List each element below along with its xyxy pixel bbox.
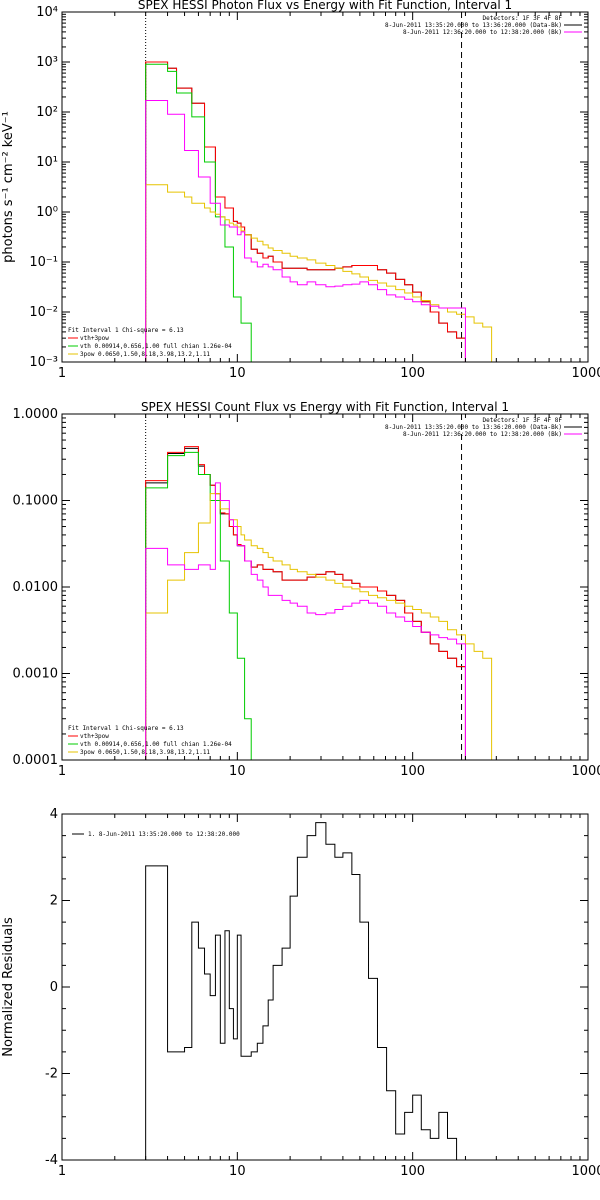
legend-top-text: 8-Jun-2011 12:36:20.000 to 12:38:20.000 … [403, 431, 562, 438]
y-tick-label: 0 [50, 980, 58, 995]
y-tick-label: 0.0001 [13, 753, 59, 768]
series-line-0 [145, 447, 466, 760]
y-tick-label: 10¹ [36, 155, 58, 170]
series-line-0 [145, 61, 466, 362]
y-tick-label: 10⁻¹ [29, 255, 58, 270]
plot-frame [61, 413, 589, 761]
x-tick-label: 1 [58, 1164, 66, 1179]
x-tick-label: 1000 [571, 366, 600, 381]
x-tick-label: 1 [58, 764, 66, 779]
plot-area [145, 822, 466, 1160]
legend-bottom-text: Fit Interval 1 Chi-square = 6.13 [68, 327, 184, 334]
legend-top-text: 8-Jun-2011 13:35:20.000 to 13:36:20.000 … [385, 22, 562, 29]
x-tick-label: 10 [229, 764, 246, 779]
count-flux-panel: SPEX HESSI Count Flux vs Energy with Fit… [13, 400, 600, 779]
y-tick-label: 4 [50, 807, 58, 822]
x-tick-label: 1000 [571, 1164, 600, 1179]
legend-bottom-text: Fit Interval 1 Chi-square = 6.13 [68, 725, 184, 732]
legend-bottom: Fit Interval 1 Chi-square = 6.13vth+3pow… [68, 725, 232, 756]
plot-frame [61, 11, 589, 363]
y-tick-label: 0.0010 [13, 667, 59, 682]
legend-top: 1. 8-Jun-2011 13:35:20.000 to 12:38:20.0… [72, 831, 240, 838]
x-axis: 1 10 100 1000 [58, 12, 600, 381]
legend-top: Detectors: 1F 3F 4F 8F8-Jun-2011 13:35:2… [385, 417, 582, 438]
series-line-4 [145, 99, 466, 362]
y-tick-label: 10⁰ [36, 205, 58, 220]
legend-top-text: Detectors: 1F 3F 4F 8F [483, 417, 563, 424]
y-tick-label: 10³ [36, 55, 58, 70]
x-tick-label: 100 [400, 764, 425, 779]
series-line-2 [145, 63, 252, 362]
y-tick-label: -2 [45, 1067, 58, 1082]
legend-bottom-text: 3pow 0.0650,1.50,8.18,3.98,13.2,1.11 [80, 351, 210, 358]
legend-top: Detectors: 1F 3F 4F 8F8-Jun-2011 13:35:2… [385, 15, 582, 36]
chart-title: SPEX HESSI Photon Flux vs Energy with Fi… [138, 0, 512, 12]
legend-top-text: 8-Jun-2011 12:36:20.000 to 12:38:20.000 … [403, 29, 562, 36]
legend-bottom-text: 3pow 0.0650,1.50,8.18,3.98,13.2,1.11 [80, 749, 210, 756]
series-line-4 [145, 482, 466, 760]
series-line-1 [145, 61, 466, 362]
plot-frame [61, 813, 589, 1161]
legend-top-text: Detectors: 1F 3F 4F 8F [483, 15, 563, 22]
y-tick-label: 2 [50, 894, 58, 909]
legend-top-text: 8-Jun-2011 13:35:20.000 to 13:36:20.000 … [385, 424, 562, 431]
x-tick-label: 100 [400, 366, 425, 381]
photon-flux-panel: SPEX HESSI Photon Flux vs Energy with Fi… [1, 0, 600, 381]
residuals-panel: Normalized Residuals 1 10 100 1000 -4 -2 0 2 4 1. … [1, 807, 600, 1179]
y-tick-label: 10² [36, 105, 58, 120]
legend-bottom-text: vth 0.00914,0.656,1.00 full chian 1.26e-… [80, 343, 232, 350]
series-line-1 [145, 446, 466, 760]
chart-title: SPEX HESSI Count Flux vs Energy with Fit… [141, 400, 509, 414]
legend-bottom-text: vth 0.00914,0.656,1.00 full chian 1.26e-… [80, 741, 232, 748]
y-axis: -4 -2 0 2 4 [45, 807, 588, 1168]
legend-bottom: Fit Interval 1 Chi-square = 6.13vth+3pow… [68, 327, 232, 358]
y-tick-label: -4 [45, 1153, 58, 1168]
y-axis: 10⁻³ 10⁻² 10⁻¹ 10⁰ 10¹ 10² 10³ 10⁴ [29, 5, 588, 370]
y-tick-label: 0.0100 [13, 580, 59, 595]
y-tick-label: 1.0000 [13, 407, 59, 422]
legend-bottom-text: vth+3pow [80, 335, 109, 342]
y-tick-label: 10⁴ [36, 5, 58, 20]
x-axis: 1 10 100 1000 [58, 814, 600, 1179]
x-tick-label: 1 [58, 366, 66, 381]
x-axis: 1 10 100 1000 [58, 414, 600, 779]
y-tick-label: 0.1000 [13, 494, 59, 509]
y-axis-label: photons s⁻¹ cm⁻² keV⁻¹ [1, 111, 16, 263]
legend-bottom-text: vth+3pow [80, 733, 109, 740]
y-tick-label: 10⁻² [29, 305, 58, 320]
x-tick-label: 10 [229, 366, 246, 381]
x-tick-label: 100 [400, 1164, 425, 1179]
plot-area [145, 414, 493, 760]
x-tick-label: 10 [229, 1164, 246, 1179]
legend-top-text: 1. 8-Jun-2011 13:35:20.000 to 12:38:20.0… [88, 831, 240, 838]
plot-area [145, 12, 493, 362]
series-line-0 [145, 822, 466, 1160]
y-axis-label: Normalized Residuals [1, 917, 16, 1057]
series-line-2 [145, 451, 252, 760]
series-line-3 [145, 493, 493, 760]
x-tick-label: 1000 [571, 764, 600, 779]
y-tick-label: 10⁻³ [29, 355, 58, 370]
series-line-3 [145, 184, 493, 362]
y-axis: 0.0001 0.0010 0.0100 0.1000 1.0000 [13, 407, 588, 768]
